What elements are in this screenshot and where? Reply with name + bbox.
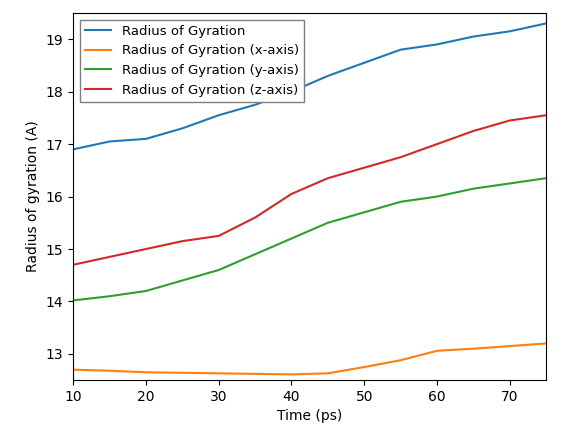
Radius of Gyration (z-axis) (397, 155, 404, 160)
Line: Radius of Gyration (x-axis): Radius of Gyration (x-axis) (73, 343, 546, 375)
Radius of Gyration (361, 60, 368, 65)
Radius of Gyration (142, 136, 149, 141)
Radius of Gyration (y-axis) (179, 278, 186, 283)
Radius of Gyration (x-axis) (252, 371, 258, 376)
Radius of Gyration (y-axis) (324, 220, 331, 226)
X-axis label: Time (ps): Time (ps) (277, 410, 342, 423)
Radius of Gyration (y-axis) (506, 181, 513, 186)
Radius of Gyration (z-axis) (324, 175, 331, 181)
Radius of Gyration (x-axis) (106, 368, 113, 373)
Radius of Gyration (y-axis) (215, 267, 222, 273)
Radius of Gyration (106, 139, 113, 144)
Radius of Gyration (470, 34, 477, 39)
Radius of Gyration (z-axis) (506, 118, 513, 123)
Radius of Gyration (324, 73, 331, 79)
Radius of Gyration (z-axis) (142, 246, 149, 251)
Radius of Gyration (y-axis) (470, 186, 477, 191)
Radius of Gyration (y-axis) (397, 199, 404, 204)
Radius of Gyration (x-axis) (288, 372, 295, 377)
Radius of Gyration (215, 113, 222, 118)
Radius of Gyration (543, 21, 549, 26)
Line: Radius of Gyration: Radius of Gyration (73, 23, 546, 149)
Radius of Gyration (x-axis) (434, 348, 440, 353)
Radius of Gyration (z-axis) (70, 262, 77, 267)
Radius of Gyration (434, 42, 440, 47)
Radius of Gyration (x-axis) (179, 370, 186, 375)
Radius of Gyration (397, 47, 404, 52)
Radius of Gyration (y-axis) (543, 175, 549, 181)
Radius of Gyration (y-axis) (361, 210, 368, 215)
Line: Radius of Gyration (z-axis): Radius of Gyration (z-axis) (73, 115, 546, 265)
Radius of Gyration (179, 126, 186, 131)
Radius of Gyration (x-axis) (470, 346, 477, 351)
Radius of Gyration (x-axis) (215, 371, 222, 376)
Radius of Gyration (x-axis) (506, 343, 513, 349)
Radius of Gyration (x-axis) (324, 371, 331, 376)
Y-axis label: Radius of gyration (A): Radius of gyration (A) (26, 121, 40, 273)
Radius of Gyration (z-axis) (434, 142, 440, 147)
Radius of Gyration (y-axis) (288, 236, 295, 241)
Radius of Gyration (z-axis) (470, 128, 477, 133)
Radius of Gyration (x-axis) (361, 365, 368, 370)
Radius of Gyration (506, 29, 513, 34)
Radius of Gyration (x-axis) (397, 358, 404, 363)
Radius of Gyration (y-axis) (70, 298, 77, 303)
Radius of Gyration (288, 89, 295, 94)
Radius of Gyration (x-axis) (70, 367, 77, 372)
Radius of Gyration (z-axis) (106, 254, 113, 260)
Radius of Gyration (z-axis) (179, 238, 186, 244)
Radius of Gyration (y-axis) (106, 294, 113, 299)
Radius of Gyration (x-axis) (543, 341, 549, 346)
Radius of Gyration (x-axis) (142, 370, 149, 375)
Radius of Gyration (70, 147, 77, 152)
Radius of Gyration (z-axis) (361, 165, 368, 170)
Radius of Gyration (y-axis) (142, 289, 149, 294)
Radius of Gyration (y-axis) (434, 194, 440, 199)
Radius of Gyration (z-axis) (288, 191, 295, 197)
Legend: Radius of Gyration, Radius of Gyration (x-axis), Radius of Gyration (y-axis), Ra: Radius of Gyration, Radius of Gyration (… (80, 19, 305, 102)
Radius of Gyration (z-axis) (215, 233, 222, 238)
Radius of Gyration (z-axis) (543, 113, 549, 118)
Line: Radius of Gyration (y-axis): Radius of Gyration (y-axis) (73, 178, 546, 300)
Radius of Gyration (252, 102, 258, 108)
Radius of Gyration (y-axis) (252, 252, 258, 257)
Radius of Gyration (z-axis) (252, 215, 258, 220)
